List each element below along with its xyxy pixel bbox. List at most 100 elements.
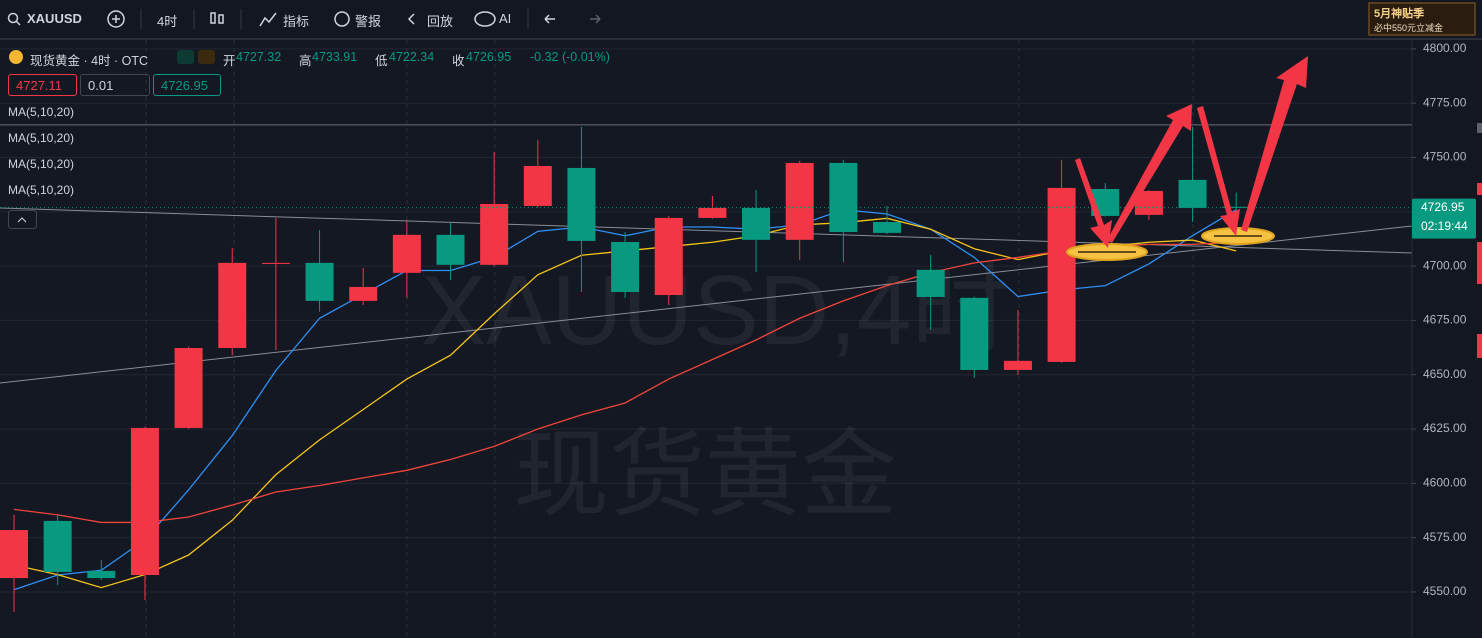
y-tick-label: 4650.00	[1423, 367, 1467, 381]
indicator-label[interactable]: MA(5,10,20)	[8, 157, 75, 171]
close-value: 4726.95	[466, 50, 512, 64]
symbol-icon	[9, 50, 23, 64]
sell-price[interactable]: 4727.11	[8, 74, 77, 96]
moving-average-line	[13, 241, 1237, 524]
trend-line	[0, 225, 1413, 384]
candle-body	[698, 207, 727, 218]
high-value: 4733.91	[312, 50, 358, 64]
axis-marker	[1477, 334, 1482, 358]
ai-icon[interactable]	[474, 11, 496, 27]
search-icon	[15, 20, 21, 26]
y-tick-label: 4675.00	[1423, 313, 1467, 327]
price-axis	[1412, 40, 1482, 638]
collapse-button[interactable]	[8, 210, 38, 230]
replay-button[interactable]: 回放	[427, 14, 454, 29]
legend-name: 现货黄金 · 4时 · OTC	[30, 54, 149, 68]
interval[interactable]: 4时	[157, 14, 178, 29]
watermark-symbol: XAUUSD,4时	[421, 255, 1009, 365]
redo-icon[interactable]	[590, 14, 601, 24]
status-icon	[177, 50, 194, 64]
candle-body	[1047, 187, 1076, 362]
alert-icon[interactable]	[334, 11, 350, 27]
indicators-button[interactable]: 指标	[283, 14, 310, 29]
candle-body	[654, 217, 683, 296]
open-label: 开	[223, 54, 236, 68]
close-label: 收	[452, 54, 465, 68]
candle-body	[436, 234, 465, 265]
buy-price[interactable]: 4726.95	[153, 74, 221, 96]
low-label: 低	[375, 54, 388, 68]
arrow	[1241, 56, 1308, 232]
search-icon[interactable]	[7, 12, 19, 24]
candle-body	[1178, 179, 1207, 208]
collapse-chevron	[17, 217, 27, 223]
candle-body	[43, 520, 72, 572]
candle-body	[1003, 360, 1032, 370]
candle-body	[174, 348, 203, 428]
candle-body	[480, 203, 509, 265]
candle-body	[87, 570, 116, 579]
banner-subtitle[interactable]: 必中550元立减金	[1374, 23, 1444, 33]
ai-button[interactable]: AI	[499, 11, 512, 26]
candle-body	[829, 162, 858, 233]
candle-body	[873, 222, 901, 233]
arrow	[1107, 104, 1192, 243]
candle-body	[392, 234, 421, 273]
axis-marker	[1477, 183, 1482, 195]
axis-marker	[1477, 123, 1482, 133]
quantity-input[interactable]: 0.01	[80, 74, 150, 96]
y-tick-label: 4750.00	[1423, 150, 1467, 164]
candle-type-icon[interactable]	[210, 12, 216, 24]
y-tick-label: 4775.00	[1423, 95, 1467, 109]
candle-body	[349, 286, 378, 301]
last-price-tag	[1412, 198, 1476, 239]
open-value: 4727.32	[236, 50, 282, 64]
candle-body	[742, 207, 771, 240]
add-icon[interactable]	[107, 10, 125, 28]
candle-body	[960, 297, 989, 370]
arrow	[1075, 158, 1112, 248]
annotations	[1066, 56, 1308, 261]
candle-type-icon	[218, 14, 224, 24]
candle-body	[1134, 190, 1163, 215]
countdown-label: 02:19:44	[1421, 219, 1468, 233]
toolbar: XAUUSD 4时 指标 警报 回放 AI 5月神贴季 必中550元立减金	[0, 0, 1482, 40]
candle-body	[611, 242, 640, 292]
arrow	[1197, 106, 1240, 236]
high-label: 高	[299, 54, 312, 68]
axis-marker	[1477, 242, 1482, 284]
candle-body	[218, 262, 247, 349]
indicator-label[interactable]: MA(5,10,20)	[8, 131, 75, 145]
candle-body	[785, 162, 814, 240]
y-tick-label: 4800.00	[1423, 41, 1467, 55]
legend-icons	[9, 50, 215, 64]
undo-icon[interactable]	[544, 14, 555, 24]
promo-banner[interactable]	[1368, 2, 1476, 36]
change-value: -0.32 (-0.01%)	[530, 50, 610, 64]
candle-body	[305, 262, 334, 301]
candle-body	[523, 165, 552, 206]
candle-body	[567, 167, 596, 241]
candle-body	[0, 530, 28, 579]
indicator-label[interactable]: MA(5,10,20)	[8, 183, 75, 197]
symbol[interactable]: XAUUSD	[27, 11, 82, 26]
low-value: 4722.34	[389, 50, 435, 64]
y-tick-label: 4575.00	[1423, 530, 1467, 544]
last-price-label: 4726.95	[1421, 200, 1465, 214]
replay-icon[interactable]	[407, 13, 415, 25]
y-tick-label: 4550.00	[1423, 584, 1467, 598]
y-tick-label: 4600.00	[1423, 476, 1467, 490]
indicator-label[interactable]: MA(5,10,20)	[8, 105, 75, 119]
y-tick-label: 4700.00	[1423, 258, 1467, 272]
status-icon	[198, 50, 215, 64]
alerts-button[interactable]: 警报	[355, 14, 382, 29]
toolbar-icons	[7, 2, 1476, 36]
indicator-icon[interactable]	[259, 12, 277, 27]
banner-title[interactable]: 5月神贴季	[1374, 8, 1425, 20]
y-tick-label: 4625.00	[1423, 421, 1467, 435]
candle-body	[261, 262, 290, 264]
candle-body	[130, 427, 159, 576]
collapse-box	[8, 210, 37, 229]
